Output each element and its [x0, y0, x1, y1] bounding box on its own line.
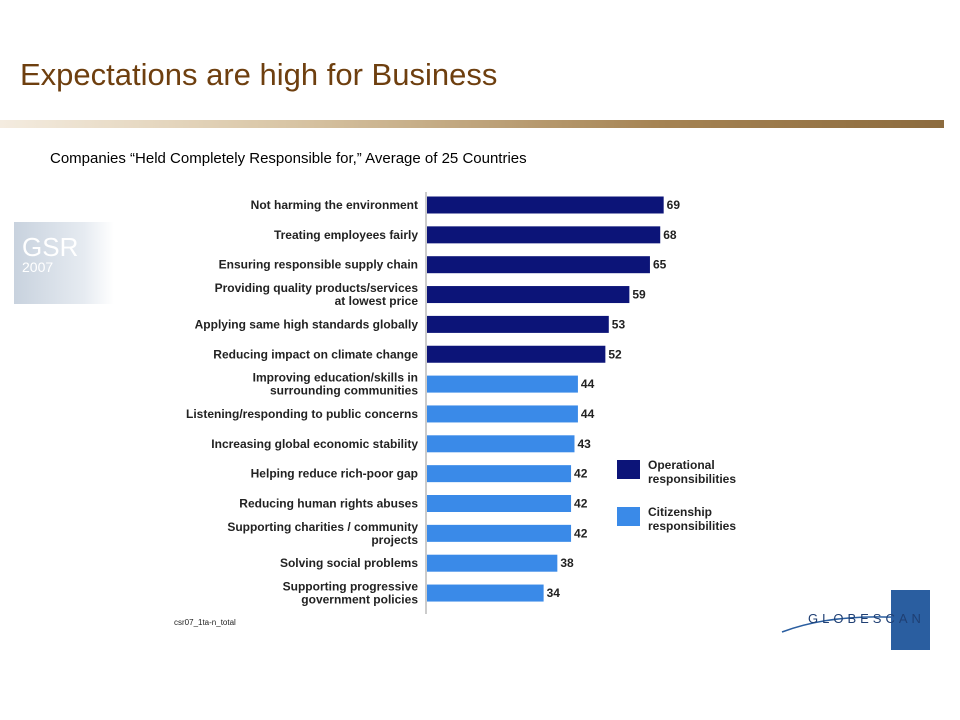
data-label: 44 — [581, 407, 595, 421]
data-label: 42 — [574, 467, 588, 481]
data-label: 52 — [608, 347, 622, 361]
category-label: Reducing impact on climate change — [213, 347, 418, 361]
bar — [427, 554, 558, 572]
bar — [427, 405, 578, 423]
title-divider — [0, 120, 944, 128]
category-label: Helping reduce rich-poor gap — [251, 467, 418, 481]
bar — [427, 584, 544, 602]
data-label: 42 — [574, 526, 588, 540]
legend-label: responsibilities — [648, 519, 736, 533]
data-label: 34 — [547, 586, 561, 600]
category-label: Solving social problems — [280, 556, 418, 570]
category-label: government policies — [301, 593, 418, 607]
legend-label: Citizenship — [648, 505, 712, 519]
bar — [427, 524, 572, 542]
legend-swatch — [617, 460, 640, 479]
page-title: Expectations are high for Business — [20, 57, 498, 92]
category-label: Not harming the environment — [251, 198, 418, 212]
data-label: 38 — [560, 556, 574, 570]
data-label: 59 — [632, 288, 646, 302]
gsr-2007-logo: GSR 2007 — [14, 222, 114, 304]
bar — [427, 256, 650, 274]
category-label: Reducing human rights abuses — [239, 497, 418, 511]
gsr-logo-text: GSR — [22, 232, 78, 262]
chart-code-label: csr07_1ta-n_total — [174, 618, 236, 627]
data-label: 42 — [574, 497, 588, 511]
legend-label: Operational — [648, 458, 715, 472]
category-label: Ensuring responsible supply chain — [219, 258, 418, 272]
category-label: at lowest price — [335, 294, 419, 308]
bar — [427, 196, 664, 214]
globescan-logo: GLOBESCAN — [781, 590, 930, 650]
bar — [427, 226, 661, 244]
bar — [427, 465, 572, 483]
category-label: Providing quality products/services — [215, 281, 419, 295]
category-label: Improving education/skills in — [253, 371, 418, 385]
data-label: 43 — [577, 437, 591, 451]
bar — [427, 286, 630, 304]
category-label: Applying same high standards globally — [195, 317, 419, 331]
gsr-logo-year: 2007 — [22, 259, 53, 275]
category-label: Supporting charities / community — [227, 520, 418, 534]
category-label: Listening/responding to public concerns — [186, 407, 418, 421]
bar — [427, 435, 575, 453]
data-label: 53 — [612, 317, 626, 331]
legend-swatch — [617, 507, 640, 526]
data-label: 65 — [653, 258, 667, 272]
bar — [427, 495, 572, 512]
category-label: surrounding communities — [270, 384, 418, 398]
category-label: Supporting progressive — [283, 580, 419, 594]
category-label: projects — [371, 533, 418, 547]
globescan-logo-text: GLOBESCAN — [808, 611, 925, 626]
data-label: 44 — [581, 377, 595, 391]
chart-subtitle: Companies “Held Completely Responsible f… — [50, 150, 527, 167]
category-label: Increasing global economic stability — [211, 437, 418, 451]
bar — [427, 345, 606, 363]
bar — [427, 375, 578, 393]
category-label: Treating employees fairly — [274, 228, 418, 242]
data-label: 68 — [663, 228, 677, 242]
legend-label: responsibilities — [648, 472, 736, 486]
bar — [427, 315, 609, 333]
data-label: 69 — [667, 198, 681, 212]
